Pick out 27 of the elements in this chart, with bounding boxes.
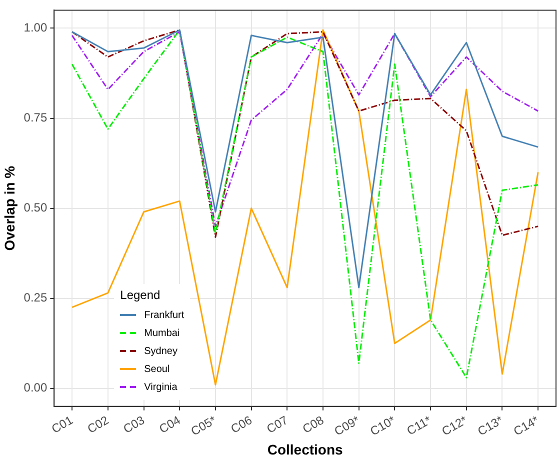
x-tick-label: C04 (156, 412, 184, 436)
x-axis-title: Collections (267, 441, 344, 458)
x-tick-label: C05* (188, 412, 219, 438)
legend-title: Legend (120, 288, 162, 302)
x-tick-label: C08 (300, 412, 326, 436)
y-tick-label: 0.75 (24, 110, 48, 125)
x-tick-label: C01 (49, 412, 76, 436)
x-tick-label: C06 (228, 412, 255, 436)
legend-label: Seoul (144, 364, 170, 375)
legend-label: Virginia (144, 382, 178, 393)
y-tick-label: 0.25 (24, 290, 48, 305)
x-tick-label: C02 (85, 412, 112, 436)
x-tick-label: C13* (475, 412, 506, 438)
legend-label: Frankfurt (144, 310, 184, 321)
x-tick-label: C11* (404, 412, 434, 438)
x-tick-label: C03 (120, 412, 148, 436)
legend-label: Sydney (144, 346, 178, 357)
x-tick-label: C10* (368, 412, 398, 438)
legend-label: Mumbai (144, 328, 180, 339)
y-tick-label: 0.00 (24, 380, 48, 395)
y-tick-label: 1.00 (24, 20, 48, 35)
x-tick-label: C09* (332, 412, 362, 438)
x-tick-label: C12* (439, 412, 470, 438)
y-tick-label: 0.50 (24, 200, 48, 215)
x-tick-label: C07 (264, 412, 291, 436)
y-axis-title: Overlap in % (1, 165, 18, 251)
x-tick-label: C14* (511, 412, 542, 438)
